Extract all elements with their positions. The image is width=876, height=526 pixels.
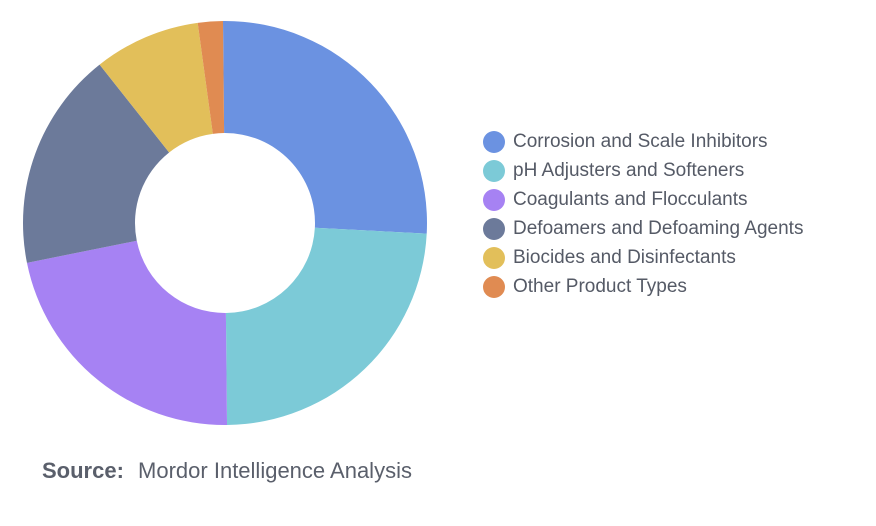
legend-label: pH Adjusters and Softeners: [513, 159, 745, 181]
legend-label: Biocides and Disinfectants: [513, 246, 736, 268]
source-note: Source: Mordor Intelligence Analysis: [42, 458, 412, 484]
legend-item: pH Adjusters and Softeners: [483, 156, 803, 185]
chart-legend: Corrosion and Scale Inhibitors pH Adjuste…: [483, 127, 803, 301]
legend-swatch: [483, 159, 505, 182]
donut-slice-3: [26, 240, 228, 425]
legend-item: Coagulants and Flocculants: [483, 185, 803, 214]
donut-chart: [0, 0, 450, 450]
donut-slice-4: [22, 64, 170, 263]
legend-swatch: [483, 217, 505, 240]
legend-swatch: [483, 246, 505, 269]
donut-slice-1: [222, 20, 427, 234]
legend-swatch: [483, 130, 505, 153]
source-label: Source:: [42, 458, 124, 483]
legend-label: Defoamers and Defoaming Agents: [513, 217, 804, 239]
legend-label: Other Product Types: [513, 275, 687, 297]
legend-item: Defoamers and Defoaming Agents: [483, 214, 803, 243]
legend-swatch: [483, 188, 505, 211]
legend-swatch: [483, 275, 505, 298]
legend-item: Corrosion and Scale Inhibitors: [483, 127, 803, 156]
legend-item: Biocides and Disinfectants: [483, 243, 803, 272]
legend-label: Coagulants and Flocculants: [513, 188, 748, 210]
donut-slice-5: [99, 22, 213, 153]
donut-slice-6: [197, 21, 225, 134]
donut-chart-svg: [22, 20, 427, 425]
source-text: Mordor Intelligence Analysis: [138, 458, 412, 483]
legend-label: Corrosion and Scale Inhibitors: [513, 130, 768, 152]
donut-slice-2: [225, 227, 427, 425]
legend-item: Other Product Types: [483, 272, 803, 301]
